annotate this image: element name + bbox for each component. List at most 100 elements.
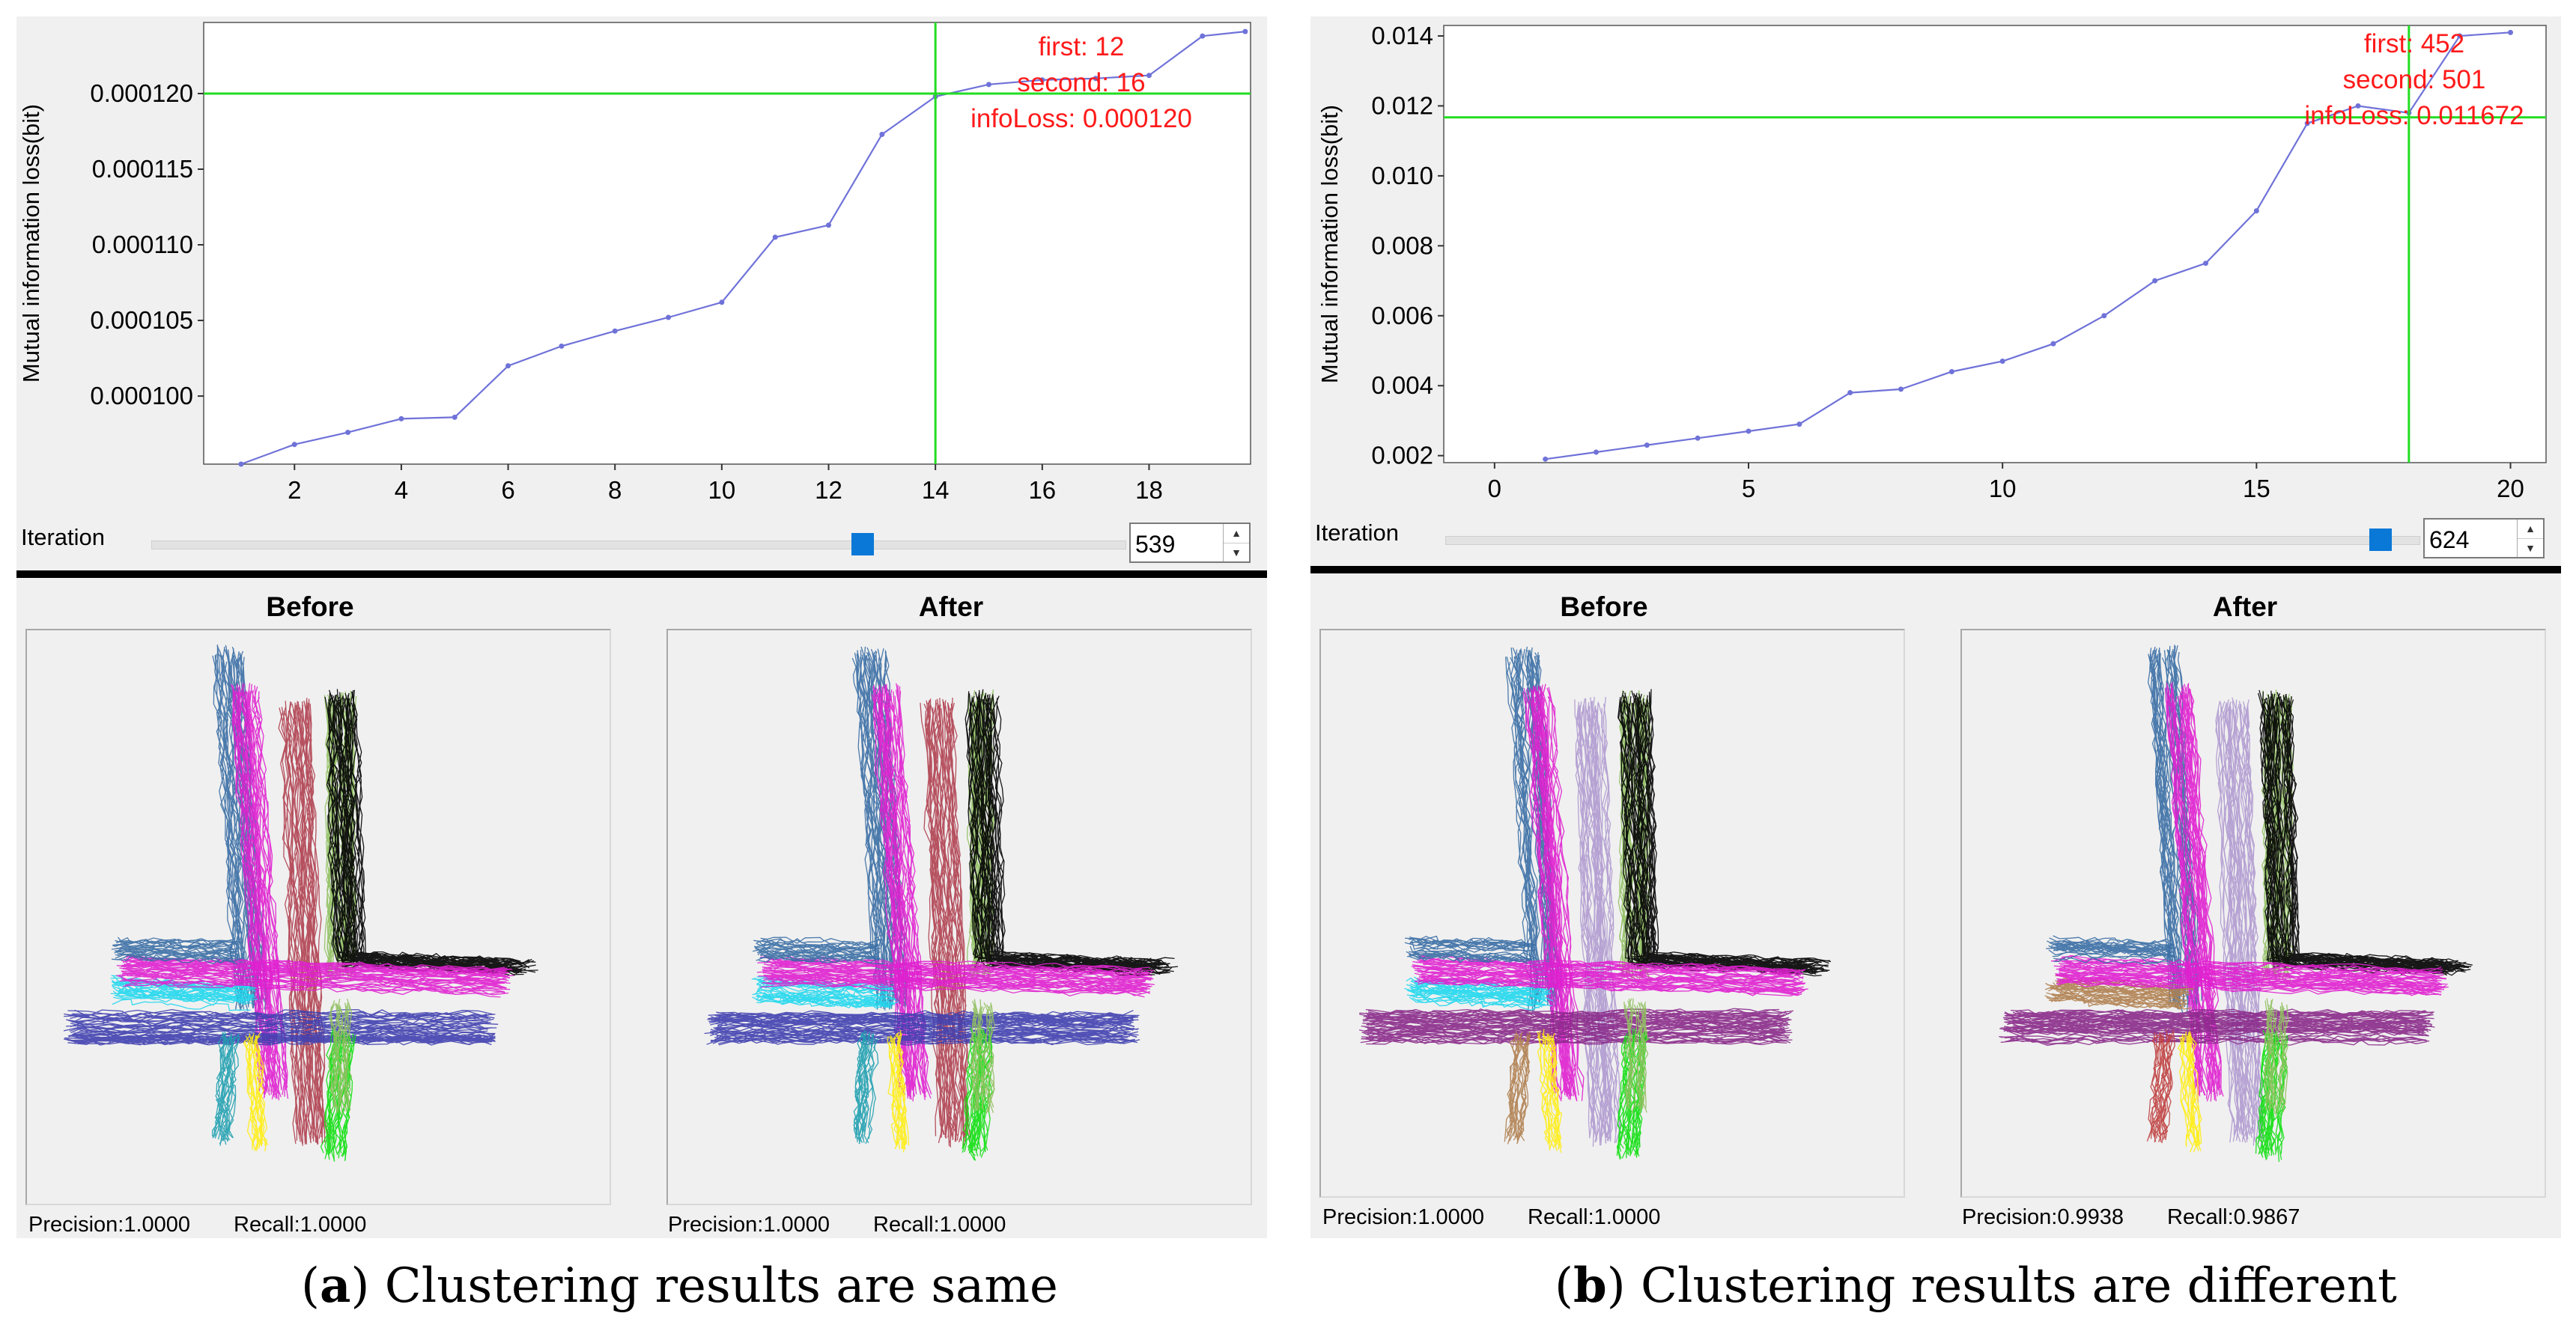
trajectory-bundle [920,697,971,1148]
after-view[interactable] [1960,629,2546,1198]
data-point [2101,313,2107,319]
iteration-spinbox[interactable]: 539 ▲ ▼ [1129,523,1251,563]
data-point [986,82,991,88]
y-tick-label: 0.008 [1371,231,1433,259]
data-point [1242,28,1248,34]
trajectory-bundle [278,698,330,1146]
recall-label: Recall:1.0000 [873,1213,1006,1237]
trajectory-bundle [2215,697,2264,1147]
trajectory-bundle [1537,1029,1563,1153]
info-loss-chart-a: 0.000100 0.000105 0.000110 0.000115 0.000120… [16,16,1267,511]
trajectory-bundle [2177,1031,2202,1153]
trajectory-bundle [965,689,1179,976]
crosshair-annotation: infoLoss: 0.000120 [970,104,1192,133]
spin-buttons[interactable]: ▲ ▼ [2517,520,2543,557]
data-point [345,430,351,436]
trajectory-bundle [968,999,995,1115]
spin-up-icon[interactable]: ▲ [1224,524,1249,543]
x-tick-label: 6 [501,476,514,504]
y-tick-label: 0.000110 [92,231,193,258]
divider [16,570,1267,578]
spin-up-icon[interactable]: ▲ [2518,520,2543,539]
iteration-slider[interactable] [1445,529,2420,551]
x-tick-label: 14 [922,476,950,504]
data-point [1898,386,1904,392]
caption-a: (a) Clustering results are same [301,1258,1058,1314]
trajectory-bundle [756,955,1155,998]
data-point [2304,121,2310,127]
iteration-slider[interactable] [151,533,1126,555]
trajectory-bundle [1622,998,1649,1115]
slider-thumb[interactable] [851,533,874,555]
trajectory-bundle [328,999,353,1115]
crosshair-annotation: second: 501 [2343,65,2486,94]
x-tick-label: 10 [708,476,736,504]
data-point [2508,29,2514,35]
trajectory-bundle [2264,998,2289,1117]
caption-text: Clustering results are different [1641,1258,2397,1314]
before-title: Before [1560,591,1648,622]
data-point [398,415,404,421]
recall-label: Recall:1.0000 [1528,1205,1661,1229]
trajectory-bundle [2046,935,2178,965]
data-point [505,363,511,369]
iteration-label: Iteration [1315,520,1400,546]
trajectory-plot [1999,645,2473,1163]
data-point [452,414,458,420]
iteration-value[interactable]: 539 [1135,531,1176,558]
iteration-label: Iteration [21,524,106,550]
data-point [1999,359,2005,365]
data-point [1200,33,1206,39]
iteration-spinbox[interactable]: 624 ▲ ▼ [2423,518,2545,558]
data-point [2457,33,2463,39]
slider-thumb[interactable] [2369,529,2392,551]
x-tick-label: 5 [1742,475,1755,502]
x-tick-label: 8 [608,476,622,504]
after-view[interactable] [666,629,1252,1205]
y-tick-label: 0.014 [1371,22,1433,49]
data-point [2203,261,2209,267]
before-view[interactable] [25,629,611,1205]
y-tick-label: 0.000105 [90,306,193,334]
data-point [2355,103,2361,109]
trajectory-bundle [887,1030,910,1153]
trajectory-plot [704,646,1179,1161]
trajectory-bundle [2257,689,2473,976]
caption-letter: b [1573,1258,1607,1314]
y-tick-label: 0.002 [1371,442,1433,469]
iteration-value[interactable]: 624 [2429,526,2470,553]
trajectory-bundle [1358,1008,1793,1046]
data-point [666,314,672,320]
data-point [1543,456,1549,462]
x-tick-label: 12 [815,476,842,504]
y-tick-label: 0.000100 [90,382,193,409]
y-axis-label: Mutual information loss(bit) [1316,105,1343,383]
spin-buttons[interactable]: ▲ ▼ [1223,524,1249,561]
data-point [1746,428,1752,434]
crosshair-annotation: first: 12 [1039,32,1125,61]
trajectory-bundle [63,1008,499,1046]
after-title: After [2212,591,2278,622]
data-point [2050,341,2056,347]
before-title: Before [266,591,354,622]
info-loss-chart-svg: 0.002 0.004 0.006 0.008 0.010 0.012 0.014 0 5 10 1… [1316,22,2547,502]
data-point [1039,77,1045,83]
trajectory-bundle [2146,1029,2175,1144]
y-tick-label: 0.000115 [92,155,193,183]
spin-down-icon[interactable]: ▼ [1231,546,1242,558]
x-tick-label: 2 [288,476,301,504]
plot-area [203,22,1251,465]
precision-label: Precision:1.0000 [668,1213,830,1237]
trajectory-bundle [1404,935,1537,964]
y-tick-label: 0.006 [1371,302,1433,329]
data-point [719,299,725,305]
trajectory-bundle [752,936,884,965]
before-view[interactable] [1319,629,1905,1198]
data-point [826,222,832,228]
trajectory-bundle [324,689,538,976]
caption-b: (b) Clustering results are different [1555,1258,2397,1314]
data-point [879,132,885,138]
data-point [238,461,244,467]
spin-down-icon[interactable]: ▼ [2525,542,2536,554]
trajectory-plot [1358,646,1832,1160]
